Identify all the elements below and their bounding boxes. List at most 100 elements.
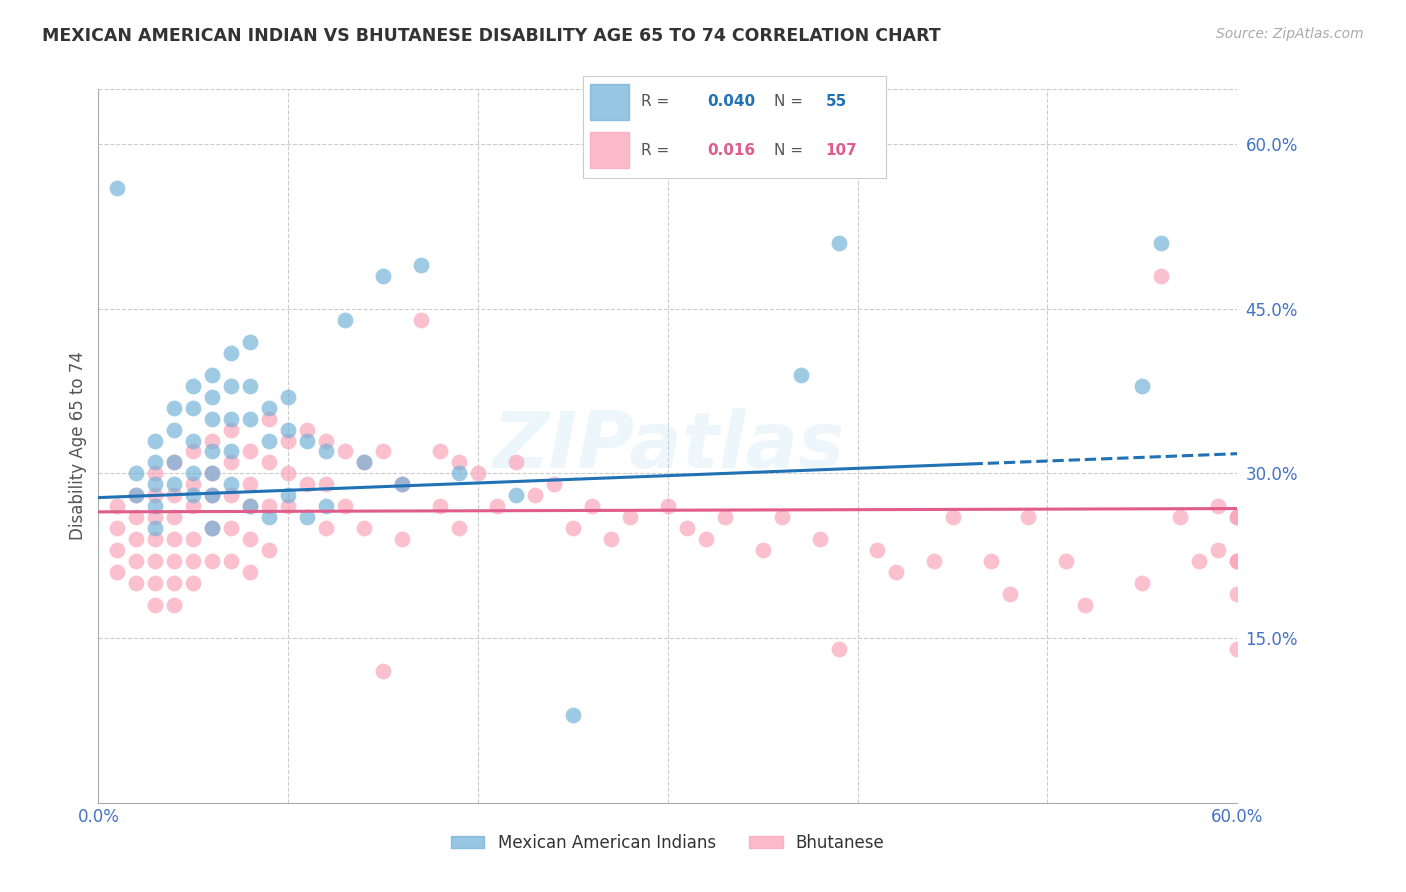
Point (1132, 378, 1154, 392)
Point (183, 500, 205, 514)
Point (107, 543, 129, 558)
Point (411, 258, 433, 272)
Point (335, 444, 357, 458)
Point (239, 477, 262, 491)
Point (1208, 500, 1230, 514)
Point (752, 543, 775, 558)
Point (1074, 598, 1097, 612)
Point (828, 235, 851, 250)
Point (297, 510, 319, 524)
Point (239, 566, 262, 580)
Point (315, 434, 337, 448)
Point (163, 554, 186, 568)
Text: R =: R = (641, 95, 669, 110)
Point (201, 368, 224, 382)
Point (429, 444, 451, 458)
Point (315, 477, 337, 491)
Y-axis label: Disability Age 65 to 74: Disability Age 65 to 74 (69, 351, 87, 541)
Point (259, 455, 281, 469)
Point (183, 477, 205, 491)
Point (145, 467, 167, 481)
Point (297, 477, 319, 491)
Point (145, 455, 167, 469)
Point (335, 500, 357, 514)
Point (239, 378, 262, 392)
Point (221, 488, 243, 502)
Point (145, 576, 167, 591)
Point (998, 587, 1021, 601)
Point (505, 455, 527, 469)
Point (581, 500, 603, 514)
Point (371, 664, 394, 678)
Point (183, 434, 205, 448)
Point (125, 510, 148, 524)
Point (145, 434, 167, 448)
Point (866, 543, 889, 558)
Point (277, 423, 299, 437)
Point (125, 554, 148, 568)
Point (714, 510, 737, 524)
Point (145, 554, 167, 568)
Point (145, 533, 167, 547)
Point (922, 554, 945, 568)
Point (201, 411, 224, 425)
Point (183, 554, 205, 568)
Point (1056, 554, 1078, 568)
Point (125, 467, 148, 481)
Legend: Mexican American Indians, Bhutanese: Mexican American Indians, Bhutanese (444, 828, 891, 859)
Point (145, 488, 167, 502)
Point (125, 533, 148, 547)
Point (335, 312, 357, 326)
Point (107, 566, 129, 580)
Point (125, 576, 148, 591)
Point (163, 477, 186, 491)
Point (297, 423, 319, 437)
Text: N =: N = (773, 95, 803, 110)
Point (239, 334, 262, 349)
Point (145, 598, 167, 612)
Point (221, 423, 243, 437)
Point (183, 444, 205, 458)
Point (391, 477, 413, 491)
Point (183, 533, 205, 547)
Point (505, 488, 527, 502)
Point (391, 477, 413, 491)
Bar (589, 132, 628, 168)
Text: Source: ZipAtlas.com: Source: ZipAtlas.com (1216, 27, 1364, 41)
Point (657, 500, 679, 514)
Text: MEXICAN AMERICAN INDIAN VS BHUTANESE DISABILITY AGE 65 TO 74 CORRELATION CHART: MEXICAN AMERICAN INDIAN VS BHUTANESE DIS… (42, 27, 941, 45)
Point (201, 467, 224, 481)
Point (1018, 510, 1040, 524)
Point (201, 521, 224, 535)
Point (125, 488, 148, 502)
Point (259, 543, 281, 558)
Point (391, 533, 413, 547)
Point (259, 510, 281, 524)
Point (163, 598, 186, 612)
Point (884, 566, 907, 580)
Point (315, 500, 337, 514)
Text: 107: 107 (825, 143, 858, 158)
Point (808, 533, 831, 547)
Point (259, 411, 281, 425)
Point (353, 521, 375, 535)
Point (221, 521, 243, 535)
Point (221, 345, 243, 359)
Point (1132, 576, 1154, 591)
Point (600, 533, 623, 547)
Bar (589, 84, 628, 120)
Point (183, 576, 205, 591)
Point (619, 510, 641, 524)
Point (163, 488, 186, 502)
Point (107, 500, 129, 514)
Point (1226, 510, 1249, 524)
Point (315, 521, 337, 535)
Point (201, 390, 224, 404)
Point (145, 477, 167, 491)
Point (1188, 554, 1211, 568)
Point (163, 533, 186, 547)
Point (676, 521, 699, 535)
Point (259, 434, 281, 448)
Point (1150, 235, 1173, 250)
Point (163, 576, 186, 591)
